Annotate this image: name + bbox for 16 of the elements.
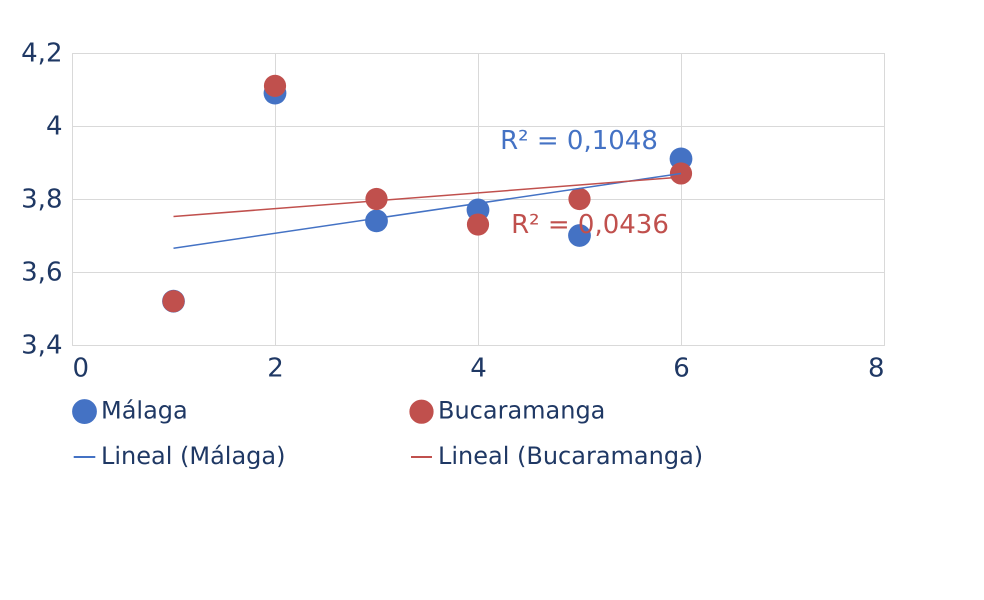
legend-label: Lineal (Bucaramanga): [438, 442, 704, 470]
legend-label: Lineal (Málaga): [101, 442, 286, 470]
x-tick-label: 4: [470, 354, 487, 384]
y-tick-label: 4,2: [21, 38, 62, 68]
x-tick-label: 0: [72, 354, 90, 384]
y-tick-label: 3,4: [21, 330, 62, 360]
annotation: R² = 0,0436: [511, 210, 669, 240]
y-tick-label: 3,6: [21, 258, 62, 288]
y-tick-label: 3,8: [21, 184, 62, 214]
legend-label: Bucaramanga: [438, 396, 606, 425]
x-tick-label: 8: [868, 354, 884, 384]
x-tick-label: 2: [267, 354, 284, 384]
x-tick-label: 6: [673, 354, 690, 384]
annotation: R² = 0,1048: [500, 126, 658, 156]
legend-label: Málaga: [101, 396, 188, 425]
y-tick-label: 4: [46, 112, 62, 142]
